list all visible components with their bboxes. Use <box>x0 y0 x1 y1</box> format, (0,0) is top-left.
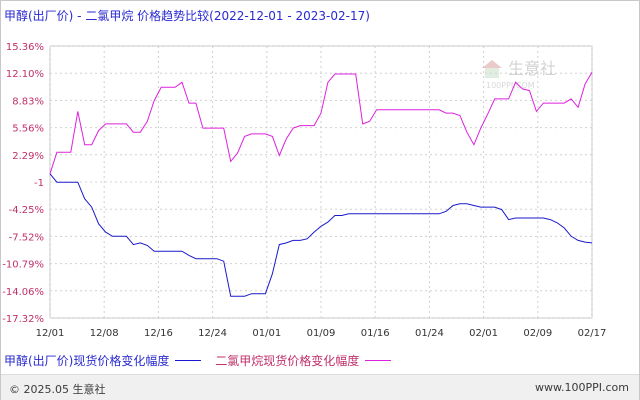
x-tick-label: 12/16 <box>144 328 173 339</box>
legend: 甲醇(出厂价)现货价格变化幅度 二氯甲烷现货价格变化幅度 <box>4 352 401 369</box>
x-tick-label: 01/24 <box>415 328 444 339</box>
legend-swatch-series1 <box>175 360 202 361</box>
axes: 15.36% 12.10% 8.83% 5.56% 2.29% -1 -4.25% -7.52… <box>2 42 606 339</box>
svg-text:100PPI.COM: 100PPI.COM <box>486 81 535 90</box>
y-tick-label: -7.52% <box>9 232 44 243</box>
x-tick-label: 02/09 <box>523 328 552 339</box>
legend-swatch-series2 <box>365 360 392 361</box>
site-link[interactable]: www.100PPI.com <box>535 381 629 394</box>
legend-item-series2: 二氯甲烷现货价格变化幅度 <box>215 352 392 369</box>
x-tick-label: 02/01 <box>469 328 498 339</box>
y-tick-label: -17.32% <box>2 314 44 325</box>
legend-label-series1: 甲醇(出厂价)现货价格变化幅度 <box>4 354 170 368</box>
y-tick-label: -14.06% <box>2 287 44 298</box>
y-tick-label: 2.29% <box>12 151 44 162</box>
footer-bar: © 2025.05 生意社 www.100PPI.com <box>1 374 639 400</box>
x-tick-label: 01/09 <box>307 328 336 339</box>
x-tick-label: 02/17 <box>578 328 607 339</box>
y-tick-label: -10.79% <box>2 260 44 271</box>
chart-title: 甲醇(出厂价) - 二氯甲烷 价格趋势比较(2022-12-01 - 2023-… <box>4 9 370 23</box>
y-tick-label: 12.10% <box>6 69 44 80</box>
y-tick-label: 15.36% <box>6 42 44 53</box>
x-tick-label: 12/01 <box>36 328 65 339</box>
copyright-text: © 2025.05 生意社 <box>9 383 106 396</box>
svg-text:生意社: 生意社 <box>508 59 556 78</box>
y-tick-label: -4.25% <box>9 205 44 216</box>
watermark-logo: 生意社 100PPI.COM <box>482 59 556 90</box>
line-chart: 生意社 100PPI.COM 15.36% 12.10% 8.83% 5.56% 2.2… <box>2 42 606 339</box>
x-tick-label: 12/24 <box>198 328 227 339</box>
legend-label-series2: 二氯甲烷现货价格变化幅度 <box>215 354 360 368</box>
y-tick-label: 5.56% <box>12 124 44 135</box>
y-tick-label: -1 <box>34 178 44 189</box>
series-line-2 <box>49 72 593 174</box>
x-tick-label: 01/16 <box>361 328 390 339</box>
x-tick-label: 12/08 <box>90 328 119 339</box>
series-line-1 <box>49 173 593 297</box>
series <box>49 72 593 297</box>
legend-item-series1: 甲醇(出厂价)现货价格变化幅度 <box>4 352 202 369</box>
y-tick-label: 8.83% <box>12 96 44 107</box>
x-tick-label: 01/01 <box>252 328 281 339</box>
